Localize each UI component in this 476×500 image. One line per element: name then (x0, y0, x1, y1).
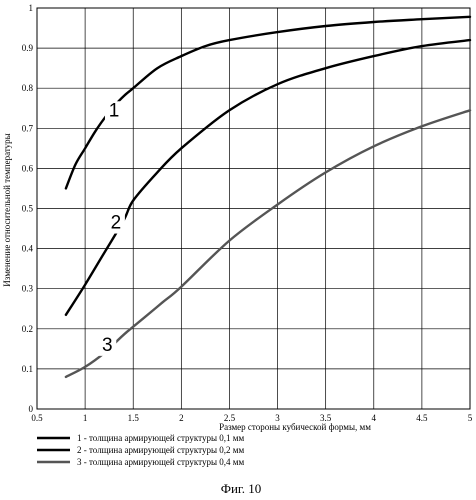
curve-label-3: 3 (102, 335, 113, 356)
series-line-2 (66, 40, 470, 315)
y-tick-label: 0.5 (22, 204, 34, 214)
y-tick-label: 0.8 (22, 83, 34, 93)
legend-entry-3: 3 - толщина армирующей структуры 0,4 мм (77, 457, 244, 467)
y-tick-label: 0 (29, 404, 34, 414)
x-axis-label: Размер стороны кубической формы, мм (219, 422, 371, 432)
y-tick-label: 1 (29, 3, 34, 13)
y-tick-label: 0.9 (22, 43, 34, 53)
figure-caption: Фиг. 10 (221, 481, 262, 496)
x-tick-label: 4 (372, 413, 377, 423)
legend-entry-2: 2 - толщина армирующей структуры 0,2 мм (77, 445, 244, 455)
y-tick-label: 0.6 (22, 163, 34, 173)
legend-entry-1: 1 - толщина армирующей структуры 0,1 мм (77, 433, 244, 443)
y-tick-label: 0.4 (22, 244, 34, 254)
curve-label-1: 1 (109, 100, 120, 121)
curve-labels: 1 2 3 (98, 100, 125, 356)
y-tick-label: 0.1 (22, 364, 33, 374)
y-tick-label: 0.3 (22, 284, 34, 294)
series-line-1 (66, 17, 470, 189)
legend: 1 - толщина армирующей структуры 0,1 мм 2… (37, 433, 244, 467)
y-tick-label: 0.7 (22, 123, 34, 133)
x-tick-label: 4.5 (416, 413, 428, 423)
curve-label-2: 2 (111, 213, 122, 234)
x-tick-label: 0.5 (31, 413, 43, 423)
series-line-3 (66, 110, 470, 377)
series-curves (66, 17, 470, 377)
x-tick-label: 1.5 (128, 413, 140, 423)
y-axis-label: Изменение относительной температуры (2, 133, 12, 286)
y-tick-label: 0.2 (22, 324, 33, 334)
x-tick-label: 2 (179, 413, 184, 423)
y-tick-labels: 0 0.1 0.2 0.3 0.4 0.5 0.6 0.7 0.8 0.9 1 (22, 3, 34, 414)
x-tick-label: 5 (468, 413, 473, 423)
x-tick-label: 1 (83, 413, 88, 423)
